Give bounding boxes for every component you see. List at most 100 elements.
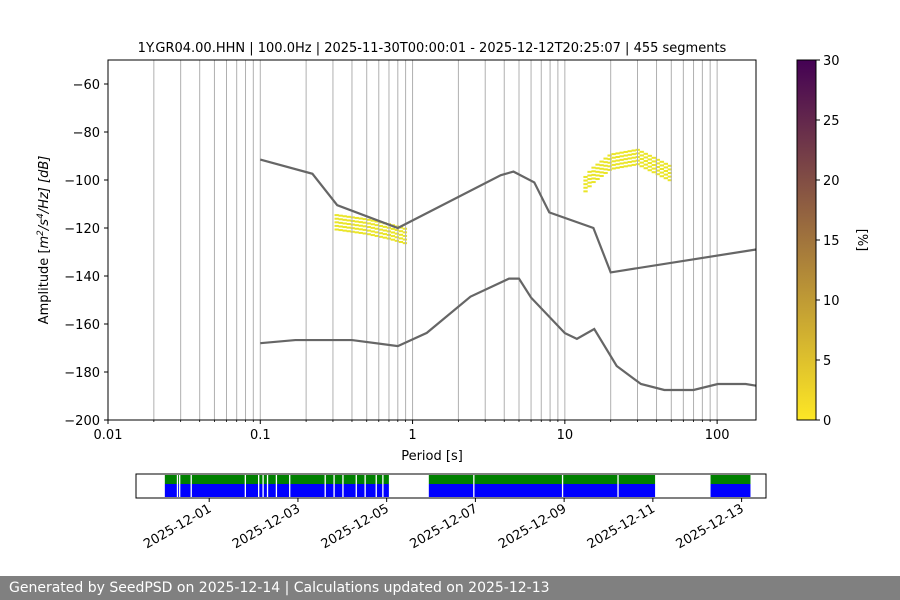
density-cell	[346, 219, 351, 222]
density-cell	[623, 161, 628, 164]
y-tick-label: −100	[64, 174, 100, 189]
density-cell	[619, 151, 624, 154]
density-cell	[374, 220, 379, 223]
timeline-ticks: 2025-12-01 2025-12-03 2025-12-05 2025-12-07…	[141, 498, 747, 552]
density-cell	[639, 161, 644, 164]
density-cell	[611, 167, 616, 170]
density-cell	[366, 233, 371, 236]
density-cell	[603, 164, 608, 167]
coverage-data-bar	[710, 484, 751, 497]
density-cell	[667, 175, 672, 178]
colorbar-tick-label: 0	[823, 414, 831, 429]
density-cell	[651, 156, 656, 159]
density-cell	[366, 229, 371, 232]
y-tick-label: −80	[73, 126, 100, 141]
density-cell	[346, 223, 351, 226]
timeline-tick-label: 2025-12-09	[496, 501, 569, 552]
density-cell	[595, 178, 600, 181]
density-cell	[591, 177, 596, 180]
density-cell	[382, 233, 387, 236]
density-cell	[402, 234, 408, 237]
density-cell	[623, 165, 628, 168]
coverage-gap	[375, 475, 377, 497]
coverage-gap	[289, 475, 291, 497]
density-cell	[398, 230, 404, 233]
coverage-gap	[617, 475, 619, 497]
colorbar-tick-label: 15	[823, 234, 840, 249]
density-cell	[366, 218, 371, 221]
density-cell	[623, 154, 628, 157]
density-cell	[350, 219, 355, 222]
density-cell	[599, 171, 604, 174]
density-cell	[358, 217, 363, 220]
density-cell	[659, 171, 664, 174]
coverage-gap	[258, 475, 260, 497]
density-cell	[603, 168, 608, 171]
density-cell	[659, 175, 664, 178]
density-cell	[583, 183, 588, 186]
density-cell	[663, 170, 668, 173]
density-cell	[583, 186, 588, 189]
density-cell	[370, 223, 375, 226]
density-cell	[370, 234, 375, 237]
colorbar-tick-label: 25	[823, 114, 840, 129]
density-cell	[591, 166, 596, 169]
density-cell	[619, 158, 624, 161]
density-cell	[587, 178, 592, 181]
timeline-tick-label: 2025-12-05	[319, 501, 392, 552]
density-cell	[338, 221, 343, 224]
density-cell	[354, 227, 359, 230]
density-cell	[603, 171, 608, 174]
timeline-tick-label: 2025-12-01	[141, 501, 214, 552]
density-cell	[342, 215, 347, 218]
density-cell	[334, 228, 339, 231]
density-cell	[611, 160, 616, 163]
density-cell	[362, 225, 367, 228]
density-cell	[595, 174, 600, 177]
coverage-gap	[262, 475, 264, 497]
density-cell	[583, 175, 588, 178]
density-cell	[378, 232, 383, 235]
density-cell	[639, 154, 644, 157]
density-cell	[378, 235, 383, 238]
density-cell	[402, 231, 408, 234]
density-cell	[643, 160, 648, 163]
coverage-gap	[190, 475, 192, 497]
coverage-data-bar	[428, 484, 656, 497]
density-cell	[655, 162, 660, 165]
colorbar-tick-label: 20	[823, 174, 840, 189]
y-tick-label: −200	[64, 414, 100, 429]
density-cell	[370, 230, 375, 233]
density-cell	[587, 181, 592, 184]
density-cell	[358, 228, 363, 231]
density-cell	[358, 231, 363, 234]
coverage-bars	[164, 475, 751, 497]
density-cell	[639, 158, 644, 161]
coverage-gap	[179, 475, 181, 497]
density-cell	[667, 179, 672, 182]
coverage-gap	[561, 475, 564, 497]
density-cell	[366, 226, 371, 229]
density-cell	[354, 216, 359, 219]
density-cell	[651, 160, 656, 163]
density-cell	[378, 228, 383, 231]
plot-frame	[108, 60, 756, 420]
plot-area	[107, 59, 757, 421]
colorbar-tick-label: 10	[823, 294, 840, 309]
density-cell	[627, 161, 632, 164]
x-tick-label: 100	[705, 428, 730, 443]
x-tick-label: 1	[408, 428, 416, 443]
coverage-timeline: 2025-12-01 2025-12-03 2025-12-05 2025-12-07…	[135, 473, 767, 552]
coverage-gap	[244, 475, 246, 497]
density-cell	[619, 166, 624, 169]
density-cell	[631, 156, 636, 159]
density-cell	[607, 158, 612, 161]
density-cell	[394, 239, 400, 242]
density-cell	[334, 217, 339, 220]
density-cell	[595, 167, 600, 170]
density-cell	[362, 228, 367, 231]
density-cell	[583, 190, 588, 193]
density-cell	[350, 227, 355, 230]
plot-border	[107, 59, 757, 421]
density-cell	[619, 155, 624, 158]
